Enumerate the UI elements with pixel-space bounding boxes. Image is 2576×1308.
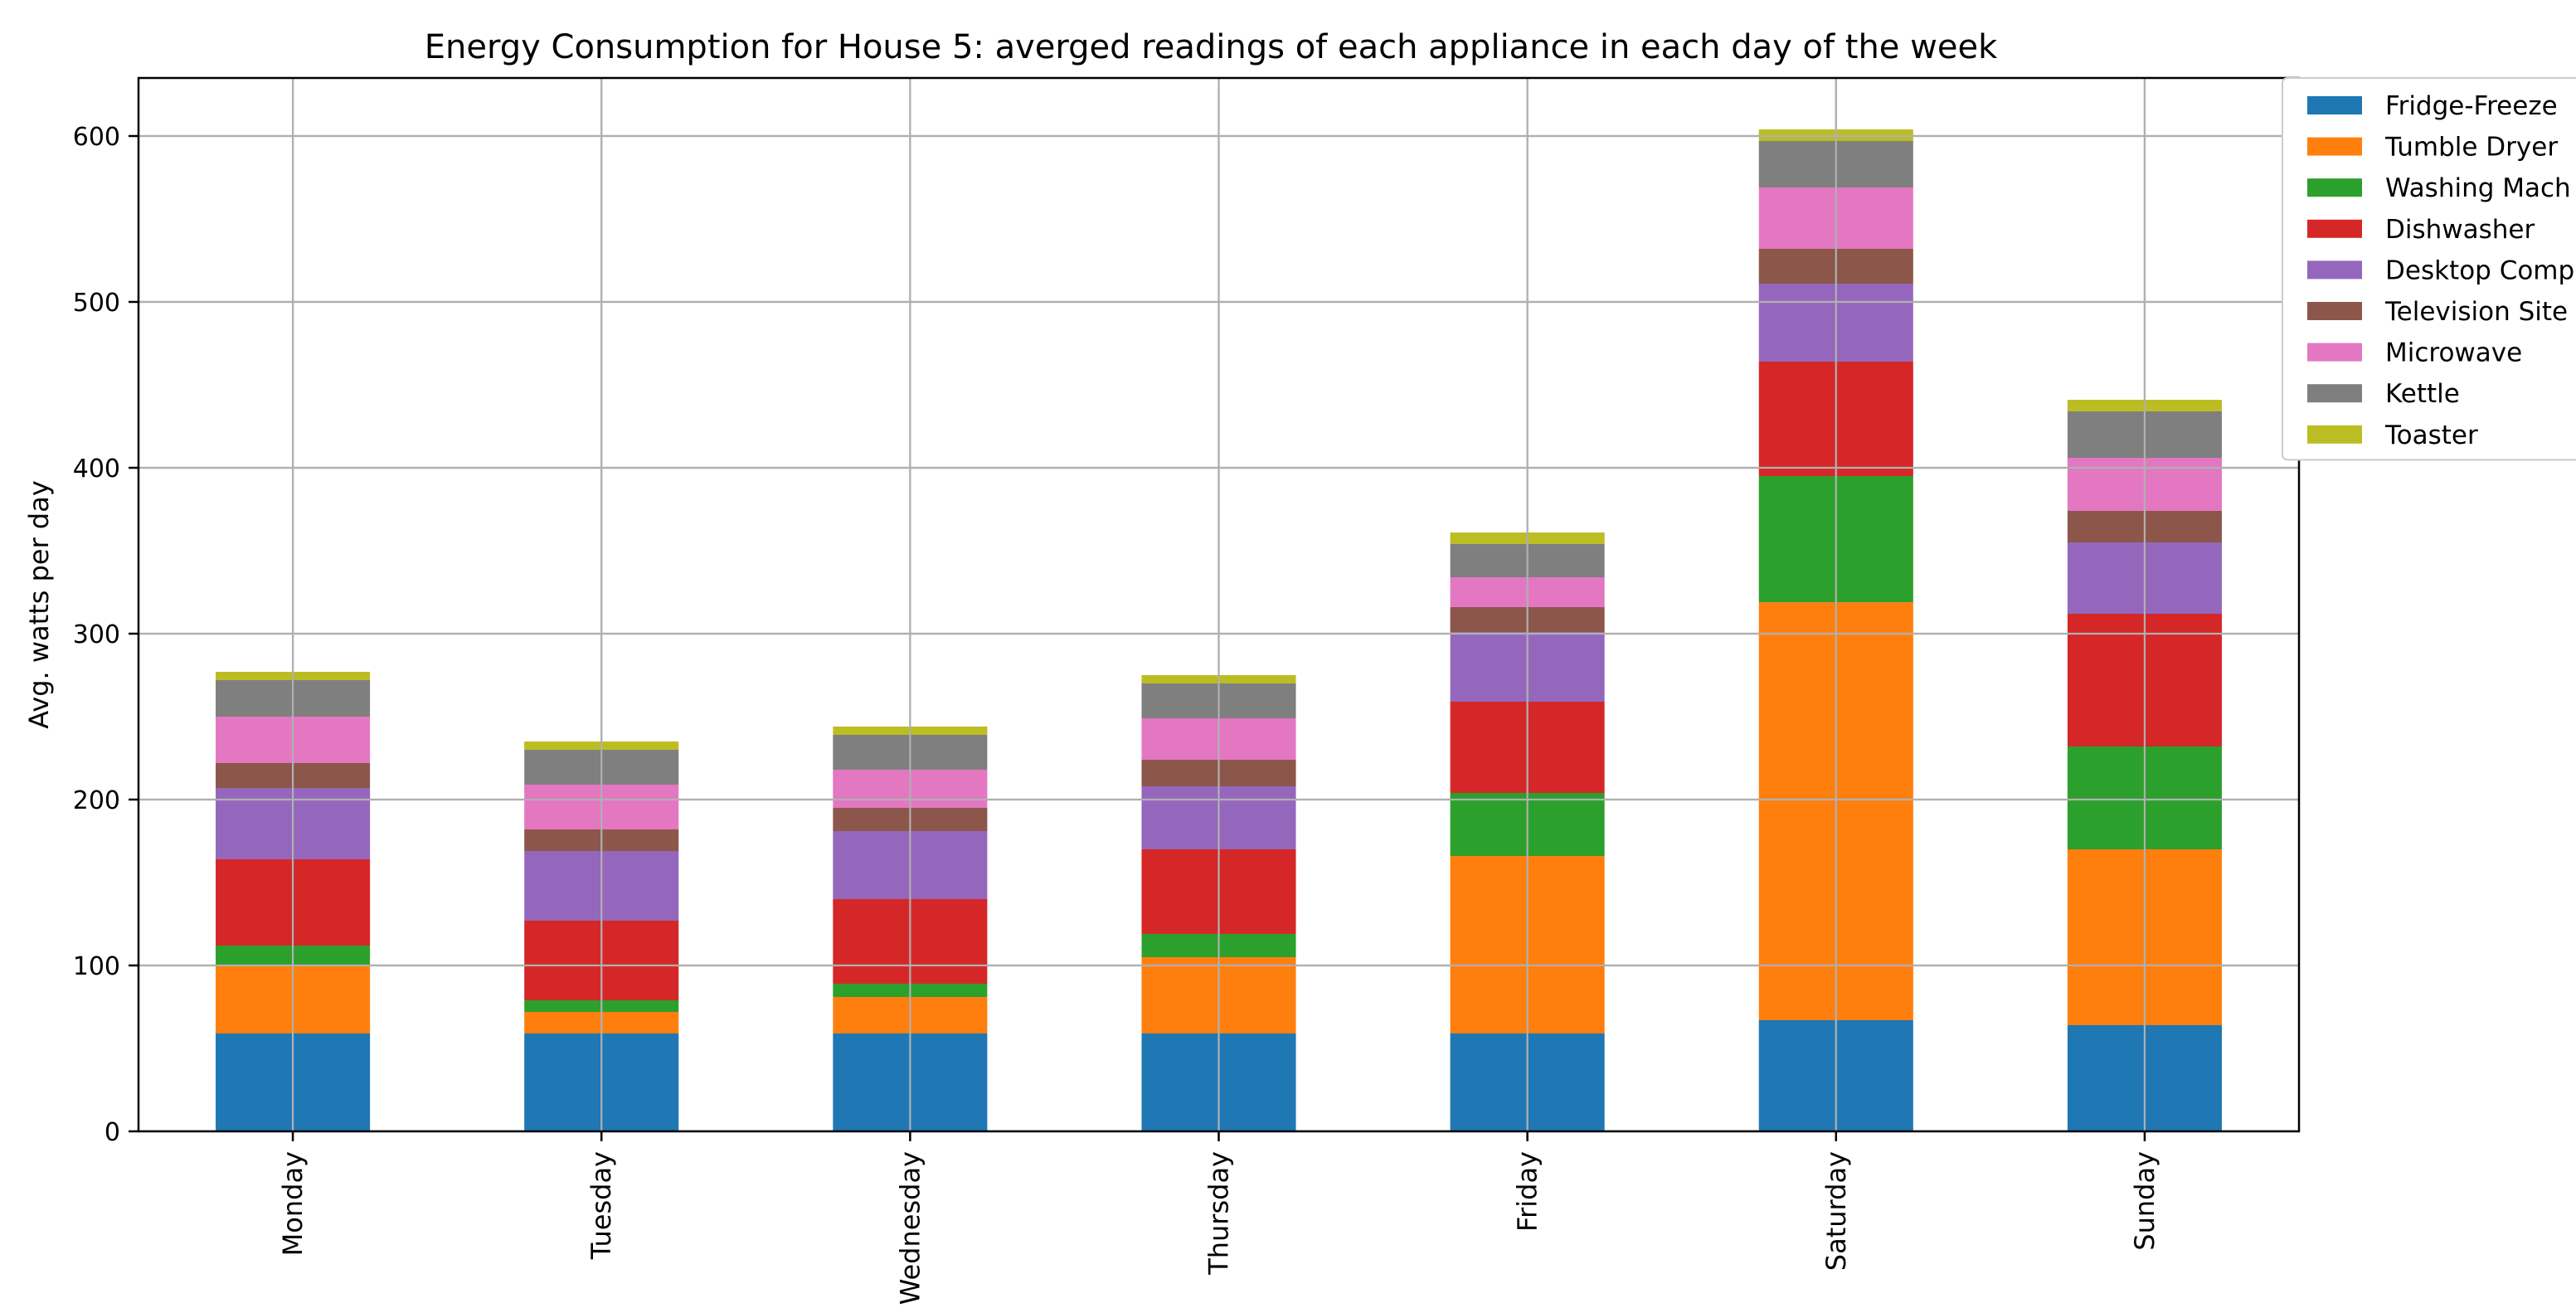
legend-swatch	[2307, 178, 2362, 197]
legend-swatch	[2307, 96, 2362, 114]
legend: Fridge-Freeze Tumble Dryer Washing Mach Dis…	[2282, 77, 2576, 461]
legend-swatch	[2307, 343, 2362, 362]
x-tick-label: Monday	[277, 1151, 309, 1256]
chart-title: Energy Consumption for House 5: averged …	[425, 28, 1998, 66]
legend-swatch	[2307, 302, 2362, 320]
x-tick-label: Friday	[1512, 1151, 1543, 1232]
legend-swatch	[2307, 384, 2362, 403]
y-axis-label: Avg. watts per day	[23, 480, 55, 729]
legend-label: Kettle	[2385, 379, 2460, 409]
x-tick-label: Sunday	[2129, 1151, 2160, 1251]
grid-overlay	[139, 78, 2299, 1133]
y-tick-label: 0	[104, 1118, 120, 1147]
legend-label: Fridge-Freeze	[2385, 91, 2558, 121]
legend-label: Television Site	[2384, 297, 2568, 327]
y-axis: 0 100 200 300 400 500 600	[73, 123, 139, 1147]
y-tick-label: 600	[73, 123, 120, 152]
legend-label: Washing Mach	[2385, 173, 2571, 203]
legend-label: Toaster	[2384, 421, 2478, 450]
legend-label: Tumble Dryer	[2384, 133, 2558, 163]
legend-label: Microwave	[2385, 338, 2522, 368]
x-tick-label: Wednesday	[894, 1151, 926, 1305]
y-tick-label: 300	[73, 620, 120, 649]
legend-box	[2282, 77, 2576, 461]
legend-label: Dishwasher	[2385, 215, 2535, 245]
x-tick-label: Thursday	[1203, 1151, 1235, 1276]
x-axis: Monday Tuesday Wednesday Thursday Friday Satu…	[277, 1131, 2160, 1305]
legend-swatch	[2307, 219, 2362, 238]
x-tick-label: Saturday	[1820, 1151, 1852, 1271]
legend-swatch	[2307, 137, 2362, 156]
y-tick-label: 200	[73, 786, 120, 815]
y-tick-label: 100	[73, 952, 120, 981]
x-tick-label: Tuesday	[586, 1151, 617, 1260]
y-tick-label: 500	[73, 289, 120, 318]
legend-swatch	[2307, 260, 2362, 280]
y-tick-label: 400	[73, 455, 120, 484]
legend-swatch	[2307, 425, 2362, 444]
legend-label: Desktop Comp	[2385, 255, 2574, 285]
